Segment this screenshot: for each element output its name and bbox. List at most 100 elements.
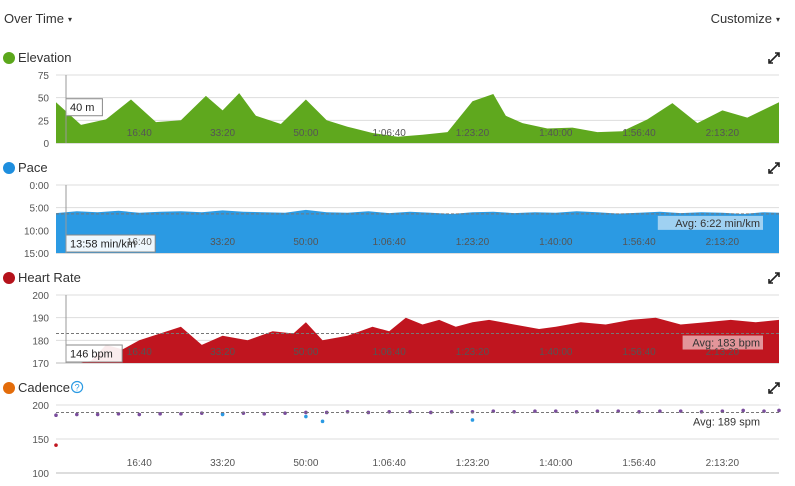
y-tick-label: 15:00 [24,249,49,260]
x-tick-label: 1:06:40 [372,347,406,358]
series-marker [3,272,15,284]
tooltip-value: 40 m [70,102,94,114]
average-label: Avg: 183 bpm [692,338,760,350]
average-label-bg [657,215,763,230]
x-tick-label: 33:20 [210,237,235,248]
x-tick-label: 1:40:00 [539,347,573,358]
series-area [56,209,779,253]
customize-label: Customize [710,11,772,26]
caret-down-icon: ▾ [67,15,72,24]
data-point [345,410,350,414]
x-tick-label: 16:40 [127,237,152,248]
data-point [54,413,58,418]
data-point [637,410,641,414]
y-tick-label: 200 [32,291,49,302]
y-tick-label: 0:00 [30,181,50,192]
data-point [220,412,225,417]
data-point [137,412,142,417]
data-point [429,410,433,415]
y-tick-label: 0 [43,139,49,150]
data-point [777,408,781,413]
x-tick-label: 50:00 [293,347,318,358]
data-point [512,410,516,414]
x-tick-label: 50:00 [293,128,318,139]
x-tick-label: 50:00 [293,458,318,469]
chart-title: Cadence [18,380,70,395]
customize-dropdown[interactable]: Customize ▾ [711,11,780,26]
x-tick-label: 16:40 [127,128,152,139]
data-point [75,412,79,417]
average-label-bg [682,414,763,429]
x-tick-label: 1:56:40 [622,347,656,358]
expand-icon[interactable] [768,272,780,284]
x-tick-label: 2:13:20 [706,128,740,139]
series-marker [3,382,15,394]
expand-icon[interactable] [768,52,780,64]
y-tick-label: 180 [32,336,49,347]
data-point [54,443,58,447]
series-marker [3,52,15,64]
view-mode-dropdown[interactable]: Over Time ▾ [4,11,72,26]
x-tick-label: 1:23:20 [456,237,490,248]
data-point [199,411,204,415]
data-point [574,410,579,414]
expand-icon-shape [768,382,780,394]
data-point [387,410,391,414]
caret-down-icon: ▾ [775,15,780,24]
y-tick-label: 5:00 [30,204,50,215]
top-bar: Over Time ▾ Customize ▾ [0,0,795,34]
x-tick-label: 33:20 [210,347,235,358]
x-tick-label: 1:40:00 [539,458,573,469]
data-point [533,409,537,413]
x-tick-label: 1:06:40 [372,237,406,248]
data-point [699,410,704,414]
y-tick-label: 10:00 [24,226,49,237]
average-label: Avg: 6:22 min/km [675,218,760,230]
x-tick-label: 2:13:20 [706,237,740,248]
chart-title: Elevation [18,50,71,65]
view-mode-label: Over Time [4,11,64,26]
y-tick-label: 200 [32,401,49,412]
help-icon-glyph: ? [75,383,80,393]
y-tick-label: 100 [32,469,49,480]
data-point [408,410,412,414]
x-tick-label: 1:56:40 [622,237,656,248]
x-tick-label: 1:56:40 [622,128,656,139]
tooltip-value: 146 bpm [70,349,113,361]
expand-icon-shape [768,272,780,284]
y-tick-label: 190 [32,314,49,325]
average-label: Avg: 189 spm [693,416,760,428]
x-tick-label: 50:00 [293,237,318,248]
expand-icon[interactable] [768,162,780,174]
y-tick-label: 75 [38,71,50,82]
y-tick-label: 150 [32,435,49,446]
x-tick-label: 1:23:20 [456,128,490,139]
x-tick-label: 33:20 [210,128,235,139]
x-tick-label: 2:13:20 [706,458,740,469]
x-tick-label: 1:40:00 [539,237,573,248]
data-point [741,408,745,413]
series-area [56,93,779,143]
expand-icon[interactable] [768,382,780,394]
chart-panel-pace: Pace 0:00 5:00 10:00 15:00 Avg: 6:22 min/km 13… [3,160,780,260]
data-point [241,411,246,415]
expand-icon-shape [768,162,780,174]
chart-title: Pace [18,160,48,175]
chart-title: Heart Rate [18,270,81,285]
data-point [470,418,475,422]
data-point [283,411,287,415]
series-marker [3,162,15,174]
x-tick-label: 1:56:40 [622,458,656,469]
data-point [95,412,100,417]
help-icon[interactable] [70,380,84,394]
x-tick-label: 1:40:00 [539,128,573,139]
x-tick-label: 1:06:40 [372,128,406,139]
tooltip-value: 13:58 min/km [70,239,136,251]
data-point [320,419,325,424]
x-tick-label: 1:23:20 [456,458,490,469]
series-area [56,317,779,363]
y-tick-label: 25 [38,116,50,127]
data-point [449,410,454,414]
chart-panel-cadence: Cadence ? 200 150 100 Avg: 189 spm 16:40 33:20 5… [3,380,781,480]
